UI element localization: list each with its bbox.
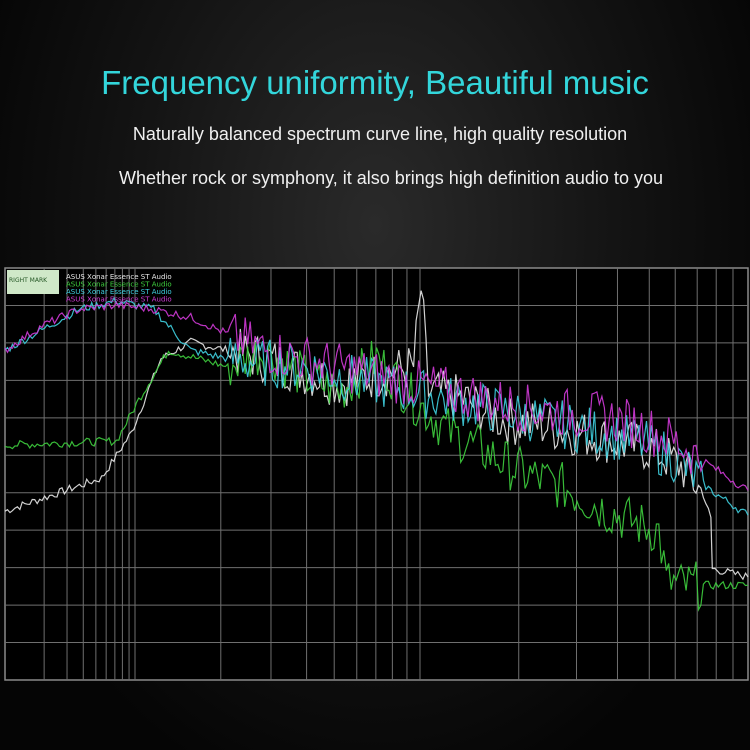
series-line-2 [4,340,749,612]
legend-entry-2: ASUS Xonar Essence ST Audio [66,281,172,289]
series-line-3 [4,296,749,516]
legend-entry-4: ASUS Xonar Essence ST Audio [66,296,172,304]
series-line-4 [4,300,749,491]
legend-entry-3: ASUS Xonar Essence ST Audio [66,288,172,296]
subtitle-1: Naturally balanced spectrum curve line, … [132,124,628,144]
series-line-1 [4,290,749,581]
grid [5,268,748,680]
legend: RIGHT MARK ASUS Xonar Essence ST AudioAS… [7,270,172,304]
subtitle-2: Whether rock or symphony, it also brings… [119,168,663,188]
headline: Frequency uniformity, Beautiful music [101,64,649,101]
logo-text: RIGHT MARK [9,277,48,284]
rightmark-logo [7,270,59,294]
spectrum-chart: RIGHT MARK ASUS Xonar Essence ST AudioAS… [4,267,749,681]
legend-entry-1: ASUS Xonar Essence ST Audio [66,273,172,281]
series-lines [4,290,749,612]
plot-frame [4,267,749,681]
